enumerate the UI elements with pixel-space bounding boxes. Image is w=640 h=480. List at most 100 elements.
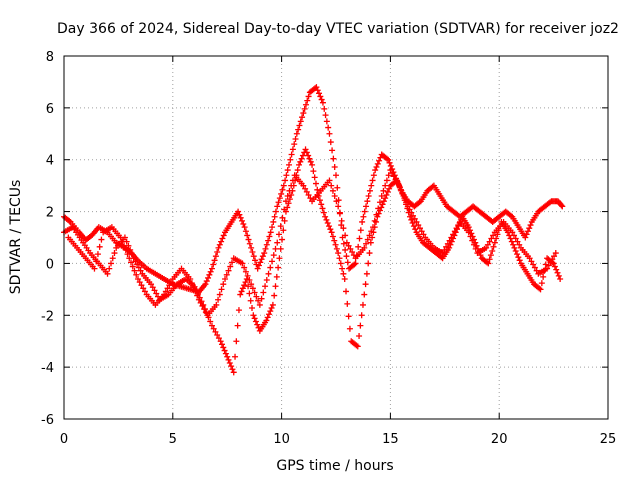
data-point-marker xyxy=(251,289,258,296)
data-point-marker xyxy=(267,229,274,236)
data-point-marker xyxy=(300,110,307,117)
data-point-marker xyxy=(274,239,281,246)
data-point-marker xyxy=(121,242,128,249)
data-point-marker xyxy=(236,211,243,218)
data-point-marker xyxy=(327,139,334,146)
data-point-marker xyxy=(352,260,359,267)
data-point-marker xyxy=(284,204,291,211)
data-point-marker xyxy=(326,130,333,137)
data-point-marker xyxy=(542,261,549,268)
data-point-marker xyxy=(218,238,225,245)
data-point-marker xyxy=(272,208,279,215)
data-point-marker xyxy=(265,237,272,244)
data-point-marker xyxy=(380,187,387,194)
data-point-marker xyxy=(222,275,229,282)
data-point-marker xyxy=(109,255,116,262)
data-point-marker xyxy=(190,284,197,291)
data-point-marker xyxy=(235,208,242,215)
data-point-marker xyxy=(410,212,417,219)
data-point-marker xyxy=(302,101,309,108)
data-point-marker xyxy=(254,321,261,328)
data-point-marker xyxy=(540,273,547,280)
data-point-marker xyxy=(278,190,285,197)
data-point-marker xyxy=(241,224,248,231)
data-point-marker xyxy=(304,97,311,104)
data-point-marker xyxy=(371,217,378,224)
data-point-marker xyxy=(251,315,258,322)
data-point-marker xyxy=(220,232,227,239)
data-point-marker xyxy=(98,236,105,243)
data-point-marker xyxy=(406,206,413,213)
data-point-marker xyxy=(557,275,564,282)
data-point-marker xyxy=(326,177,333,184)
data-point-marker xyxy=(316,90,323,97)
data-point-marker xyxy=(346,325,353,332)
data-point-marker xyxy=(258,256,265,263)
data-point-marker xyxy=(297,118,304,125)
data-point-marker xyxy=(330,155,337,162)
data-point-marker xyxy=(262,283,269,290)
data-point-marker xyxy=(305,191,312,198)
data-point-marker xyxy=(132,258,139,265)
data-point-marker xyxy=(406,213,413,220)
data-point-marker xyxy=(214,249,221,256)
data-point-marker xyxy=(252,257,259,264)
data-point-marker xyxy=(384,188,391,195)
data-point-marker xyxy=(453,225,460,232)
data-point-marker xyxy=(387,167,394,174)
data-point-marker xyxy=(207,318,214,325)
data-point-marker xyxy=(260,289,267,296)
data-point-marker xyxy=(321,105,328,112)
data-point-marker xyxy=(322,112,329,119)
data-point-marker xyxy=(303,149,310,156)
data-point-marker xyxy=(555,272,562,279)
data-point-marker xyxy=(551,253,558,260)
data-point-marker xyxy=(294,167,301,174)
data-point-marker xyxy=(333,172,339,179)
data-point-marker xyxy=(554,269,561,276)
data-point-marker xyxy=(296,161,303,168)
data-point-marker xyxy=(444,240,451,247)
data-point-marker xyxy=(343,239,350,246)
data-point-marker xyxy=(334,184,341,191)
data-point-marker xyxy=(547,259,554,266)
data-point-marker xyxy=(194,292,201,299)
data-point-marker xyxy=(318,96,325,103)
data-point-marker xyxy=(153,290,160,297)
data-point-marker xyxy=(293,130,300,137)
data-point-marker xyxy=(270,252,277,259)
data-point-marker xyxy=(249,249,256,256)
data-point-marker xyxy=(203,278,210,285)
data-point-marker xyxy=(241,264,248,271)
data-point-marker xyxy=(353,342,360,349)
data-point-marker xyxy=(364,198,371,205)
x-tick-label: 20 xyxy=(491,432,508,447)
data-point-marker xyxy=(264,314,271,321)
data-point-marker xyxy=(366,250,373,257)
data-point-marker xyxy=(292,135,299,142)
data-point-marker xyxy=(343,253,350,260)
data-point-marker xyxy=(383,191,390,198)
data-point-marker xyxy=(301,105,308,112)
data-point-marker xyxy=(239,260,246,267)
data-point-marker xyxy=(274,203,281,210)
data-point-marker xyxy=(490,243,497,250)
data-point-marker xyxy=(366,232,373,239)
data-point-marker xyxy=(441,246,448,253)
data-point-marker xyxy=(368,228,375,235)
data-point-marker xyxy=(218,286,225,293)
data-point-marker xyxy=(296,122,303,129)
data-point-marker xyxy=(524,228,531,235)
data-point-marker xyxy=(510,241,517,248)
data-point-marker xyxy=(416,199,423,206)
data-point-marker xyxy=(149,284,156,291)
data-point-marker xyxy=(470,241,477,248)
data-point-marker xyxy=(91,265,98,272)
data-point-marker xyxy=(297,158,304,165)
data-point-marker xyxy=(224,353,231,360)
data-point-marker xyxy=(215,244,222,251)
data-point-marker xyxy=(206,271,213,278)
data-point-marker xyxy=(488,235,495,242)
data-point-marker xyxy=(486,256,493,263)
data-point-marker xyxy=(363,203,370,210)
